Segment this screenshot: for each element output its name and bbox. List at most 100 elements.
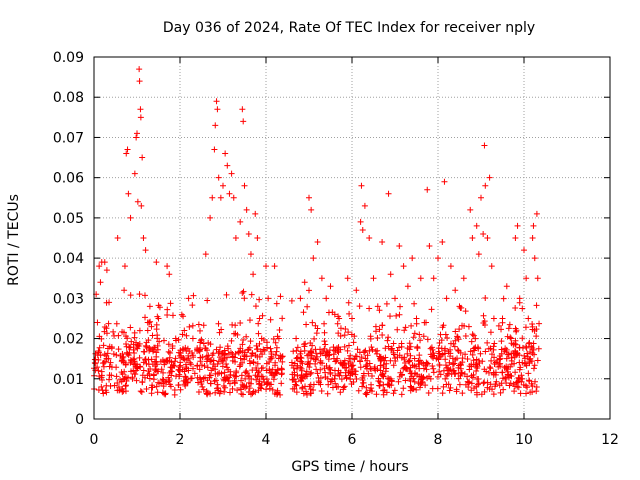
data-point [136, 291, 143, 298]
data-point [349, 370, 356, 377]
data-point [357, 364, 364, 371]
data-point [268, 381, 275, 388]
data-point [187, 359, 194, 366]
data-point [499, 369, 506, 376]
data-point [406, 340, 413, 347]
data-point [195, 347, 202, 354]
y-tick-label: 0.09 [53, 50, 84, 66]
data-point [504, 333, 511, 340]
data-point [143, 386, 150, 393]
data-point [404, 283, 411, 290]
data-point [144, 327, 151, 334]
data-point [247, 251, 254, 258]
data-point [209, 365, 216, 372]
data-point [95, 367, 102, 374]
data-point [306, 287, 313, 294]
data-point [533, 333, 540, 340]
data-point [429, 385, 436, 392]
data-point [487, 329, 494, 336]
data-point [154, 335, 161, 342]
data-point [321, 320, 328, 327]
data-point [325, 381, 332, 388]
data-point [378, 356, 385, 363]
data-point [131, 329, 138, 336]
data-point [237, 320, 244, 327]
data-point [439, 239, 446, 246]
data-point [455, 347, 462, 354]
data-point [474, 381, 481, 388]
data-point [415, 357, 422, 364]
data-point [307, 370, 314, 377]
data-point [468, 338, 475, 345]
data-point [348, 331, 355, 338]
data-point [124, 351, 131, 358]
data-point [195, 388, 202, 395]
data-point [498, 380, 505, 387]
data-point [516, 344, 523, 351]
data-point [490, 315, 497, 322]
data-point [409, 362, 416, 369]
y-tick-label: 0.04 [53, 251, 84, 267]
y-axis-label: ROTI / TECUs [6, 194, 22, 286]
data-point [127, 292, 134, 299]
data-point [455, 370, 462, 377]
data-point [367, 333, 374, 340]
data-point [94, 319, 101, 326]
data-point [385, 334, 392, 341]
data-point [232, 235, 239, 241]
data-point [184, 345, 191, 352]
data-point [164, 306, 171, 313]
data-point [314, 353, 321, 360]
data-point [523, 390, 530, 397]
data-point [335, 383, 342, 390]
data-point [200, 386, 207, 393]
data-point [398, 391, 405, 398]
data-point [289, 362, 296, 369]
data-point [441, 178, 448, 185]
data-point [522, 324, 529, 331]
data-point [407, 383, 414, 390]
data-point [274, 367, 281, 374]
data-point [269, 366, 276, 373]
data-point [166, 369, 173, 376]
data-point [511, 388, 518, 395]
data-point [255, 320, 262, 327]
data-point [212, 389, 219, 396]
data-point [254, 360, 261, 367]
data-point [393, 312, 400, 319]
data-point [451, 360, 458, 367]
data-point [408, 322, 415, 329]
data-point [461, 322, 468, 329]
data-point [166, 354, 173, 361]
data-point [310, 381, 317, 388]
data-point [362, 347, 369, 354]
data-point [473, 222, 480, 229]
data-point [472, 335, 479, 342]
data-point [528, 343, 535, 350]
data-point [103, 325, 110, 332]
data-point [529, 320, 536, 327]
data-point [335, 349, 342, 356]
data-point [137, 106, 144, 113]
data-point [503, 283, 510, 290]
data-point [297, 354, 304, 361]
data-point [391, 387, 398, 394]
data-point [256, 296, 263, 303]
data-point [377, 362, 384, 369]
data-point [239, 341, 246, 348]
data-point [136, 363, 143, 370]
data-point [417, 275, 424, 282]
data-point [444, 334, 451, 341]
data-point [216, 354, 223, 361]
data-point [173, 337, 180, 344]
data-point [148, 323, 155, 330]
data-point [347, 376, 354, 383]
data-point [330, 351, 337, 358]
data-point [407, 377, 414, 384]
data-point [239, 359, 246, 366]
axis-ticks [93, 56, 611, 420]
data-point [492, 383, 499, 390]
data-point [196, 348, 203, 355]
data-point [267, 356, 274, 363]
data-point [322, 369, 329, 376]
